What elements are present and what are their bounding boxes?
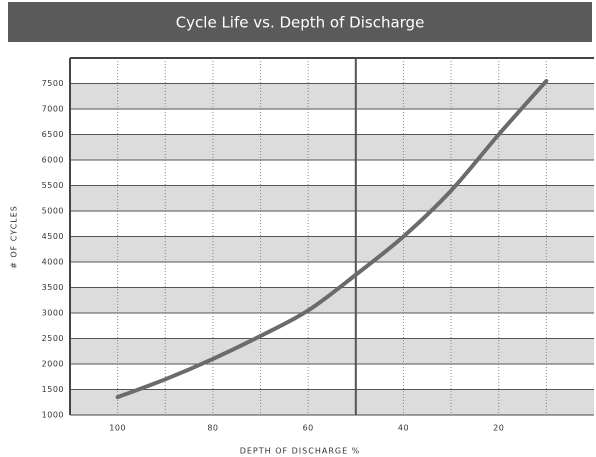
grid-band — [70, 134, 594, 160]
y-tick-label: 2000 — [42, 360, 64, 369]
y-tick-label: 4000 — [42, 258, 64, 267]
y-tick-label: 7000 — [42, 105, 64, 114]
y-tick-label: 6000 — [42, 156, 64, 165]
grid-band — [70, 236, 594, 262]
y-tick-label: 1000 — [42, 411, 64, 420]
y-tick-label: 4500 — [42, 232, 64, 241]
y-tick-label: 3000 — [42, 309, 64, 318]
y-tick-label: 2500 — [42, 334, 64, 343]
data-line — [115, 78, 549, 400]
x-tick-label: 80 — [207, 424, 218, 433]
plot-area: 1000 1500 2000 2500 3000 3500 4000 4500 5000 5500… — [42, 57, 594, 433]
chart-title: Cycle Life vs. Depth of Discharge — [176, 14, 425, 32]
x-tick-label: 60 — [303, 424, 314, 433]
y-tick-label: 6500 — [42, 130, 64, 139]
grid-band — [70, 185, 594, 211]
x-tick-label: 20 — [493, 424, 504, 433]
grid-band — [70, 83, 594, 109]
y-tick-label: 1500 — [42, 385, 64, 394]
x-tick-label: 100 — [109, 424, 126, 433]
y-tick-label: 3500 — [42, 283, 64, 292]
y-tick-label: 5500 — [42, 181, 64, 190]
y-axis-label: # OF CYCLES — [10, 205, 19, 269]
x-axis-label: DEPTH OF DISCHARGE % — [240, 447, 361, 456]
grid-band — [70, 338, 594, 364]
title-bar — [8, 2, 592, 42]
y-tick-label: 5000 — [42, 207, 64, 216]
y-tick-label: 7500 — [42, 79, 64, 88]
grid-band — [70, 389, 594, 415]
x-tick-label: 40 — [398, 424, 409, 433]
